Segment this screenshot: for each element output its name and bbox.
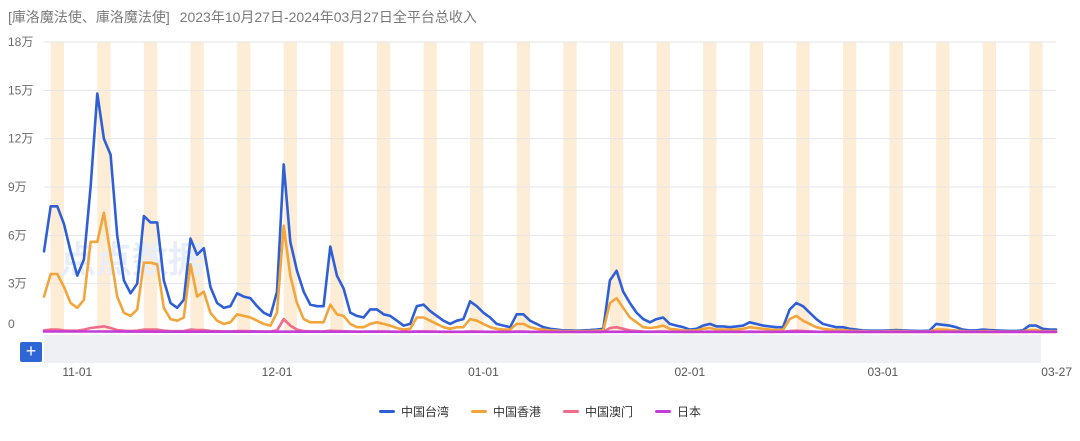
legend-swatch xyxy=(470,410,487,413)
y-tick-label: 15万 xyxy=(8,83,33,97)
y-tick-label: 3万 xyxy=(8,277,27,291)
y-axis-labels: 0 3万 6万 9万 12万 15万 18万 xyxy=(8,35,33,331)
legend-item[interactable]: 日本 xyxy=(655,403,701,420)
y-tick-label: 6万 xyxy=(8,228,27,242)
y-tick-label: 9万 xyxy=(8,180,27,194)
x-tick-label: 03-27 xyxy=(1041,365,1072,379)
y-tick-label: 0 xyxy=(8,317,15,331)
legend-item[interactable]: 中国澳门 xyxy=(563,403,633,420)
x-tick-label: 01-01 xyxy=(468,365,499,379)
legend-label: 中国台湾 xyxy=(400,405,449,419)
legend-item[interactable]: 中国台湾 xyxy=(378,403,449,420)
legend-label: 中国香港 xyxy=(492,405,541,419)
zoom-in-button[interactable]: + xyxy=(20,342,42,362)
x-tick-label: 12-01 xyxy=(262,365,293,379)
legend-label: 日本 xyxy=(677,405,702,419)
game-name: [庫洛魔法使、庫洛魔法使] xyxy=(8,9,170,25)
watermark: 点点数据 xyxy=(60,239,204,280)
y-tick-label: 12万 xyxy=(8,132,33,146)
x-tick-label: 03-01 xyxy=(868,365,899,379)
range-slider-track[interactable] xyxy=(44,335,1041,363)
x-tick-label: 02-01 xyxy=(674,365,705,379)
legend-item[interactable]: 中国香港 xyxy=(470,403,541,420)
y-tick-label: 18万 xyxy=(8,35,33,49)
legend: 中国台湾 中国香港 中国澳门 日本 xyxy=(0,403,1080,420)
legend-swatch xyxy=(655,410,672,413)
x-tick-label: 11-01 xyxy=(62,365,92,379)
series-lines xyxy=(42,92,1058,334)
chart-title: 2023年10月27日-2024年03月27日全平台总收入 xyxy=(179,9,477,25)
chart-header: [庫洛魔法使、庫洛魔法使] 2023年10月27日-2024年03月27日全平台… xyxy=(8,7,483,27)
x-axis-labels: 11-01 12-01 01-01 02-01 03-01 03-27 xyxy=(62,365,1072,379)
legend-label: 中国澳门 xyxy=(585,405,634,419)
revenue-chart: 点点数据 0 3万 6万 9万 12万 15万 18万 11-01 12-01 01-01 02-… xyxy=(8,35,1072,379)
legend-swatch xyxy=(563,410,579,413)
legend-swatch xyxy=(378,410,395,413)
